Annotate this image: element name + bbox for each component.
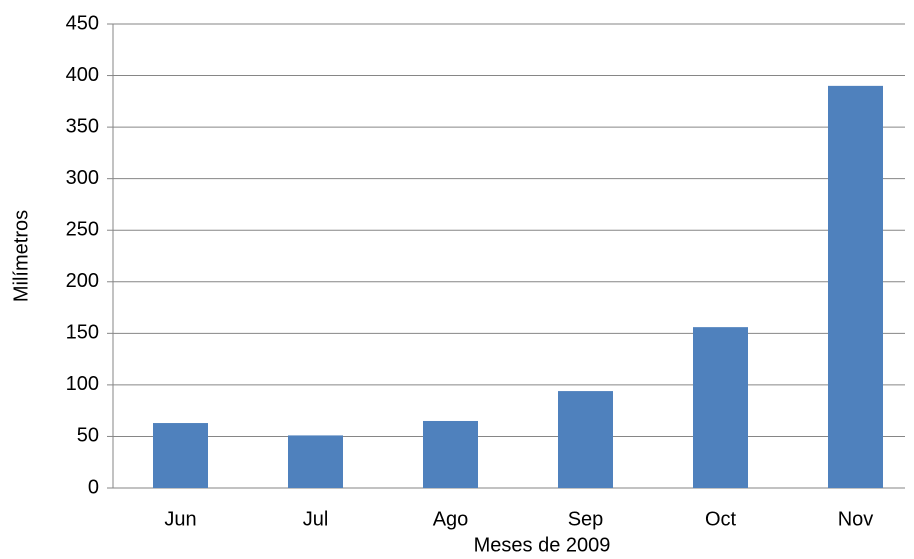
y-tick-label: 150 — [66, 322, 99, 344]
y-tick-label: 250 — [66, 219, 99, 241]
y-tick-label: 400 — [66, 64, 99, 86]
y-tick-label: 100 — [66, 373, 99, 395]
x-tick-label: Sep — [568, 508, 604, 530]
bar — [288, 435, 343, 488]
bar — [693, 327, 748, 488]
x-axis-title: Meses de 2009 — [474, 534, 611, 556]
bar — [828, 85, 883, 488]
y-tick-label: 0 — [88, 476, 99, 498]
y-axis-title: Milímetros — [10, 210, 32, 302]
y-tick-label: 450 — [66, 12, 99, 34]
bar — [153, 423, 208, 488]
x-tick-label: Oct — [705, 508, 737, 530]
x-tick-label: Nov — [838, 508, 874, 530]
y-tick-label: 350 — [66, 115, 99, 137]
bar — [423, 420, 478, 488]
y-tick-label: 50 — [77, 425, 99, 447]
y-tick-label: 200 — [66, 270, 99, 292]
x-tick-label: Ago — [433, 508, 469, 530]
bar — [558, 391, 613, 488]
y-tick-label: 300 — [66, 167, 99, 189]
x-tick-label: Jul — [303, 508, 329, 530]
x-tick-label: Jun — [164, 508, 196, 530]
